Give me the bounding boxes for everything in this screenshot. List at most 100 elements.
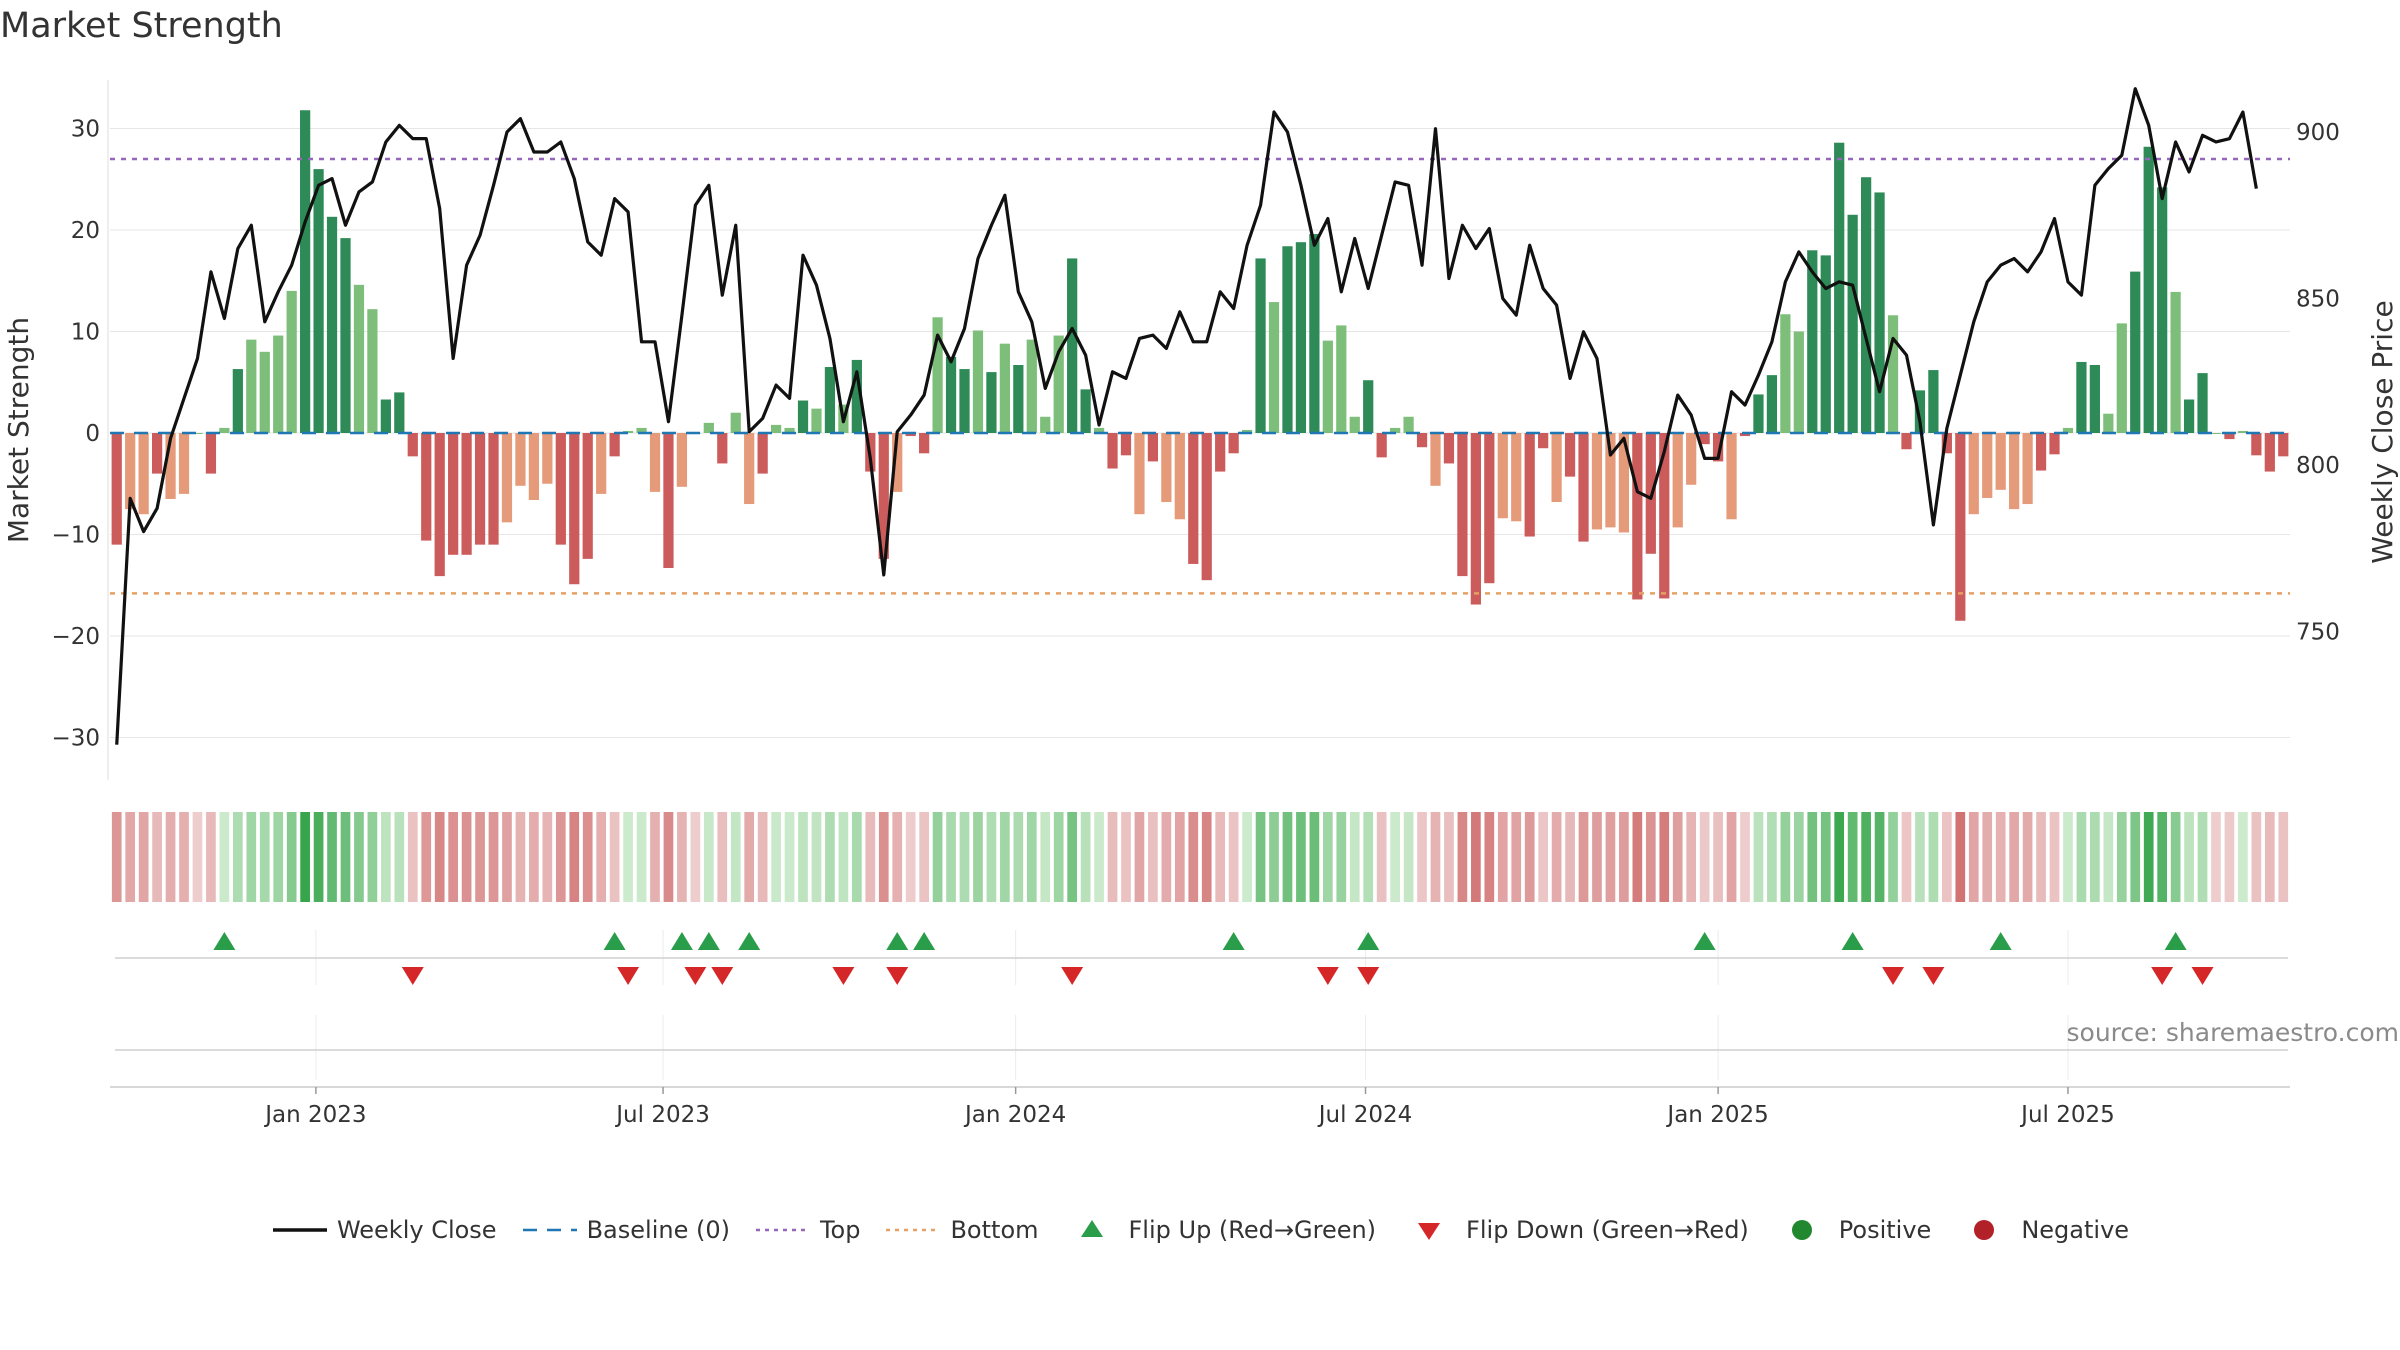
chart-title: Market Strength — [0, 6, 283, 46]
strength-bar-116 — [1672, 433, 1683, 528]
strength-bar-42 — [676, 433, 688, 487]
strength-bar-145 — [2062, 427, 2074, 433]
heat-cell-85 — [1255, 812, 1266, 902]
strength-bar-140 — [1995, 433, 2006, 490]
heat-cell-101 — [1471, 812, 1481, 902]
heat-cell-30 — [515, 812, 526, 902]
heat-cell-75 — [1121, 812, 1131, 902]
strength-bar-70 — [1053, 335, 1064, 433]
strength-bar-142 — [2022, 433, 2033, 505]
strength-bar-34 — [569, 433, 580, 585]
heat-cell-89 — [1309, 812, 1320, 902]
heat-cell-91 — [1336, 812, 1347, 902]
strength-bar-41 — [663, 433, 674, 568]
strength-bar-87 — [1282, 246, 1293, 433]
flip-down-marker-11 — [2151, 967, 2174, 985]
strength-bar-3 — [151, 433, 163, 474]
heat-cell-37 — [609, 812, 620, 902]
heat-cell-9 — [233, 812, 243, 902]
strength-bar-33 — [555, 433, 566, 545]
heat-cell-53 — [825, 812, 835, 902]
heat-cell-151 — [2143, 812, 2154, 902]
strength-bar-154 — [2183, 399, 2195, 433]
heat-cell-23 — [421, 812, 432, 902]
heat-cell-111 — [1605, 812, 1616, 902]
strength-bar-109 — [1578, 433, 1589, 542]
strength-bar-97 — [1416, 433, 1428, 448]
heat-cell-130 — [1861, 812, 1871, 902]
heat-cell-141 — [2009, 812, 2019, 902]
strength-bar-27 — [474, 433, 486, 545]
strength-bar-19 — [367, 309, 378, 433]
heat-cell-67 — [1013, 812, 1024, 902]
flip-up-marker-4 — [738, 932, 761, 950]
strength-bar-53 — [824, 367, 836, 433]
flip-up-marker-6 — [913, 932, 936, 950]
flip-down-marker-5 — [886, 967, 909, 985]
weekly-close-line — [115, 87, 2258, 745]
strength-bar-6 — [192, 433, 203, 434]
strength-bar-161 — [2278, 433, 2289, 457]
source-note: source: sharemaestro.com — [2066, 1018, 2400, 1047]
strength-bar-85 — [1255, 258, 1266, 433]
flip-up-marker-5 — [886, 932, 909, 950]
strength-bar-73 — [1093, 427, 1105, 433]
left-tick-label-2: 10 — [71, 320, 100, 346]
heat-cell-15 — [313, 812, 324, 902]
strength-bar-49 — [771, 424, 782, 433]
strength-bar-125 — [1793, 331, 1804, 433]
x-axis: Jan 2023 Jul 2023 Jan 2024 Jul 2024 Jan 2025… — [110, 1049, 2290, 1128]
heat-cell-16 — [327, 812, 337, 902]
heat-cell-95 — [1390, 812, 1400, 902]
strength-bar-31 — [528, 433, 540, 500]
heat-cell-52 — [811, 812, 822, 902]
heat-cell-78 — [1161, 812, 1172, 902]
legend-symbol-dot-icon — [886, 1228, 941, 1232]
heat-cell-153 — [2170, 812, 2181, 902]
heat-cell-60 — [919, 812, 929, 902]
heat-cell-46 — [730, 812, 741, 902]
strength-bar-38 — [622, 430, 634, 433]
flip-up-marker-0 — [213, 932, 236, 950]
heat-cell-69 — [1040, 812, 1051, 902]
heat-cell-100 — [1457, 812, 1468, 902]
strength-bar-100 — [1457, 433, 1468, 577]
heat-cell-22 — [407, 812, 418, 902]
strength-bar-132 — [1887, 315, 1899, 433]
strength-bar-104 — [1511, 433, 1522, 522]
strength-bar-64 — [972, 330, 984, 433]
strength-bar-48 — [757, 433, 768, 474]
strength-bar-12 — [273, 335, 284, 433]
heat-cell-136 — [1942, 812, 1952, 902]
heat-cell-13 — [286, 812, 297, 902]
strength-bar-144 — [2049, 433, 2060, 455]
heat-cell-12 — [273, 812, 284, 902]
strength-bar-81 — [1201, 433, 1212, 581]
market-strength-chart: 30 20 10 0 −10 −20 −30 900 850 800 750 Market Stren… — [2, 80, 2399, 1128]
heat-cell-49 — [771, 812, 781, 902]
flip-down-marker-2 — [684, 967, 707, 985]
strength-bar-121 — [1739, 433, 1751, 437]
strength-bar-23 — [421, 433, 432, 541]
flip-down-marker-0 — [401, 967, 424, 985]
strength-bar-20 — [380, 399, 391, 433]
strength-bar-5 — [178, 433, 190, 494]
legend-item-3: Bottom — [884, 1215, 1039, 1245]
heat-cell-64 — [973, 812, 983, 902]
heat-cell-103 — [1497, 812, 1508, 902]
heat-cell-32 — [542, 812, 553, 902]
heat-cell-110 — [1592, 812, 1602, 902]
legend-label-1: Baseline (0) — [586, 1216, 730, 1244]
heat-cell-33 — [555, 812, 566, 902]
heat-cell-115 — [1659, 812, 1670, 902]
strength-bar-95 — [1390, 427, 1401, 433]
strength-bar-148 — [2103, 413, 2114, 433]
heat-cell-99 — [1444, 812, 1454, 902]
legend-symbol-tri-down-icon — [1418, 1223, 1441, 1240]
strength-bar-137 — [1955, 433, 1966, 621]
strength-bar-126 — [1807, 250, 1818, 433]
heat-cell-135 — [1928, 812, 1939, 902]
strength-bar-51 — [797, 400, 809, 433]
strength-bar-152 — [2157, 187, 2168, 433]
strength-bar-77 — [1147, 433, 1159, 462]
